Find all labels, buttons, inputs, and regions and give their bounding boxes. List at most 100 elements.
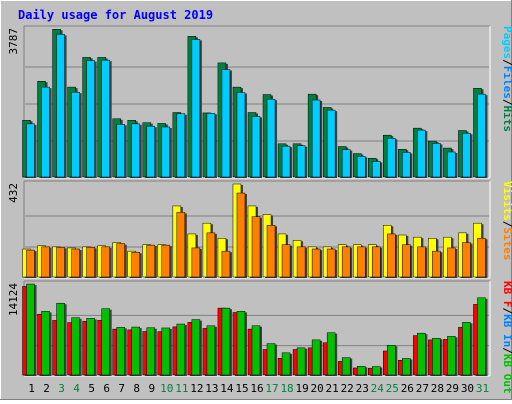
x-tick-label-21: 21 (326, 382, 339, 395)
x-tick-label-29: 29 (446, 382, 459, 395)
legend-part: / (501, 99, 512, 106)
x-tick-label-24: 24 (371, 382, 385, 395)
bar-kb-out-day-9 (146, 327, 156, 376)
bar-files-day-27 (417, 129, 426, 178)
bar-sites-day-15 (236, 192, 246, 278)
bar-kb-out-day-8 (131, 326, 140, 376)
bar-kb-out-day-10 (161, 327, 171, 376)
legend-part: / (501, 347, 512, 354)
bar-sites-day-11 (176, 212, 186, 278)
bar-files-day-17 (266, 98, 276, 178)
bar-kb-out-day-22 (341, 357, 351, 376)
bar-sites-day-28 (432, 250, 441, 278)
x-tick-label-18: 18 (280, 382, 293, 395)
x-tick-label-2: 2 (43, 382, 50, 395)
bar-files-day-29 (447, 151, 456, 178)
bar-files-day-14 (221, 69, 231, 178)
bar-sites-day-19 (296, 246, 306, 278)
x-tick-label-20: 20 (311, 382, 324, 395)
bar-kb-out-day-23 (356, 366, 366, 376)
bar-kb-out-day-25 (387, 345, 396, 376)
bar-files-day-26 (402, 152, 411, 178)
x-tick-label-14: 14 (220, 382, 234, 395)
bar-sites-day-5 (86, 247, 95, 278)
bar-sites-day-27 (417, 246, 426, 278)
x-tick-label-28: 28 (431, 382, 444, 395)
bar-sites-day-4 (71, 248, 80, 278)
chart-title: Daily usage for August 2019 (18, 8, 213, 22)
x-tick-label-22: 22 (341, 382, 354, 395)
bar-sites-day-8 (131, 251, 140, 278)
y-max-label: 432 (7, 183, 20, 203)
bar-files-day-4 (71, 91, 80, 178)
bar-kb-out-day-3 (56, 302, 65, 376)
x-tick-label-3: 3 (58, 382, 65, 395)
bar-sites-day-7 (116, 243, 125, 278)
x-tick-label-16: 16 (250, 382, 263, 395)
bar-sites-day-1 (26, 249, 35, 278)
bar-kb-out-day-26 (402, 358, 411, 376)
panel-legend: Visits/Sites (501, 181, 512, 261)
bar-kb-out-day-2 (41, 311, 50, 376)
bar-files-day-12 (191, 39, 201, 178)
x-tick-label-9: 9 (148, 382, 155, 395)
legend-part: Files (501, 66, 512, 99)
bar-sites-day-9 (146, 244, 156, 278)
x-tick-label-11: 11 (175, 382, 188, 395)
y-max-label: 3787 (7, 28, 20, 55)
bar-files-day-11 (176, 113, 186, 178)
bar-sites-day-13 (206, 232, 216, 278)
bar-files-day-30 (462, 132, 471, 178)
legend-part: Pages (501, 26, 512, 59)
bar-kb-out-day-21 (326, 332, 336, 376)
bar-kb-out-day-27 (417, 332, 426, 376)
bar-kb-out-day-30 (462, 322, 471, 376)
bar-kb-out-day-18 (281, 352, 291, 376)
bar-files-day-10 (161, 126, 171, 178)
bar-files-day-9 (146, 125, 156, 178)
bar-files-day-23 (356, 156, 366, 178)
x-tick-label-13: 13 (205, 382, 218, 395)
legend-part: KB F (501, 281, 512, 308)
legend-part: Hits (501, 106, 512, 133)
bar-kb-out-day-5 (86, 318, 95, 376)
bar-sites-day-22 (341, 246, 351, 278)
bar-kb-out-day-6 (101, 308, 110, 376)
x-tick-label-4: 4 (73, 382, 80, 395)
x-tick-label-27: 27 (416, 382, 429, 395)
bar-sites-day-3 (56, 247, 65, 278)
legend-part: Visits (501, 181, 512, 221)
bar-sites-day-30 (462, 242, 471, 278)
bar-sites-day-12 (191, 247, 201, 278)
bar-kb-out-day-19 (296, 347, 306, 376)
bar-sites-day-24 (372, 246, 381, 278)
bar-sites-day-6 (101, 246, 110, 278)
bar-kb-out-day-29 (447, 336, 456, 376)
bar-sites-day-20 (311, 248, 321, 278)
x-tick-label-23: 23 (356, 382, 369, 395)
legend-part: KB In (501, 314, 512, 347)
bar-sites-day-14 (221, 250, 231, 278)
panel-legend: KB F/KB In/KB Out (501, 281, 512, 394)
bar-kb-out-day-28 (432, 338, 441, 376)
y-max-label: 14124 (7, 283, 20, 316)
x-tick-label-15: 15 (235, 382, 248, 395)
x-tick-label-6: 6 (103, 382, 110, 395)
x-axis-labels: 1 2 3 4 5 6 7 8 9 10 11 12 13 14 15 16 17 18 19 20 21 22 23 24 2… (28, 382, 489, 395)
bar-kb-out-day-15 (236, 311, 246, 376)
x-tick-label-12: 12 (190, 382, 203, 395)
legend-part: Sites (501, 227, 512, 260)
x-tick-label-30: 30 (461, 382, 474, 395)
bar-files-day-16 (251, 116, 261, 178)
panel-legend: Pages/Files/Hits (501, 26, 512, 132)
bar-sites-day-17 (266, 225, 276, 278)
x-tick-label-8: 8 (133, 382, 140, 395)
bar-files-day-6 (101, 59, 110, 178)
bar-sites-day-31 (477, 238, 486, 278)
panel-visits-sites: 432 Visits/Sites (7, 180, 512, 279)
bar-kb-out-day-31 (477, 297, 486, 376)
